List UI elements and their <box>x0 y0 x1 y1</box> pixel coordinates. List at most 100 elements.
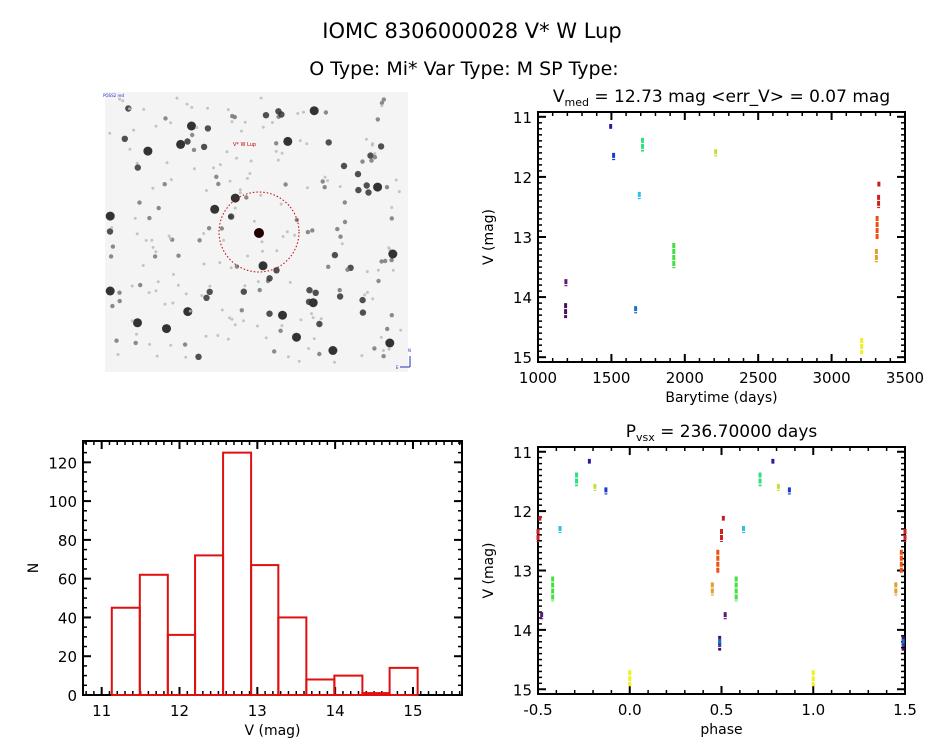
star <box>167 234 171 238</box>
histogram-bar <box>138 573 169 696</box>
x-axis-label: Barytime (days) <box>665 390 777 406</box>
star <box>187 121 196 131</box>
star <box>151 245 155 249</box>
star <box>202 232 206 235</box>
sky-image: V* W Lup POSS2 red N E <box>103 92 411 372</box>
star <box>342 200 347 205</box>
star <box>110 244 116 249</box>
histogram-bar <box>361 692 391 697</box>
star <box>249 159 253 163</box>
star <box>185 102 189 106</box>
star <box>200 294 204 297</box>
y-tick-label: 40 <box>58 609 77 627</box>
star <box>206 106 210 110</box>
x-tick-label: 1000 <box>519 369 557 387</box>
plot-title: Pvsx = 236.70000 days <box>626 422 818 444</box>
x-tick-label: -0.5 <box>523 701 552 719</box>
star <box>219 226 224 231</box>
star <box>230 193 240 203</box>
star <box>182 342 188 347</box>
star <box>195 353 202 360</box>
star <box>331 251 339 259</box>
histogram-bar <box>110 606 141 697</box>
star <box>257 287 262 293</box>
plot-frame <box>537 111 906 363</box>
star <box>105 286 115 296</box>
star <box>226 337 230 341</box>
star <box>283 136 293 146</box>
star <box>105 211 115 221</box>
star <box>359 309 367 316</box>
star <box>385 338 395 348</box>
star <box>204 334 208 338</box>
y-tick-label: 14 <box>513 622 532 640</box>
star <box>172 272 175 276</box>
star <box>388 249 398 259</box>
star <box>184 292 188 296</box>
star <box>379 259 384 264</box>
star <box>364 137 368 141</box>
plot-title: Vmed = 12.73 mag <err_V> = 0.07 mag <box>553 87 890 109</box>
star <box>200 143 208 151</box>
star <box>306 287 313 294</box>
star <box>137 200 142 205</box>
star <box>108 131 112 135</box>
star <box>226 108 230 112</box>
star <box>188 309 192 313</box>
star <box>387 347 391 351</box>
star <box>227 213 235 220</box>
survey-label: POSS2 red <box>103 93 124 98</box>
star <box>375 117 380 122</box>
star <box>184 355 188 359</box>
x-tick-label: 0.0 <box>618 701 642 719</box>
star <box>148 342 152 346</box>
star <box>305 298 313 305</box>
star <box>133 340 138 346</box>
x-tick-label: 2000 <box>666 369 704 387</box>
star <box>390 206 394 209</box>
star <box>147 215 152 221</box>
star <box>204 189 208 192</box>
star <box>261 125 265 129</box>
star <box>176 253 181 258</box>
star <box>230 113 235 119</box>
star <box>389 313 394 318</box>
y-axis-label: N <box>26 563 42 573</box>
star <box>239 129 243 133</box>
star <box>262 112 270 119</box>
star <box>235 156 238 160</box>
star <box>154 250 158 254</box>
star <box>169 237 172 240</box>
star <box>365 270 369 274</box>
star <box>323 110 329 115</box>
star <box>220 308 224 312</box>
star <box>373 152 377 156</box>
star <box>389 216 394 221</box>
star <box>256 280 260 284</box>
star <box>336 293 344 300</box>
star <box>381 349 385 352</box>
star <box>312 337 316 341</box>
x-tick-label: 11 <box>92 702 111 720</box>
star <box>233 206 237 210</box>
star <box>138 282 143 288</box>
star <box>156 280 160 284</box>
star <box>108 254 114 259</box>
star <box>258 261 268 271</box>
star <box>144 239 148 242</box>
star <box>310 312 313 316</box>
star <box>326 179 330 183</box>
histogram-bar <box>250 564 280 697</box>
x-tick-label: 1.5 <box>893 701 917 719</box>
star <box>163 302 167 306</box>
star <box>135 232 139 236</box>
star <box>360 354 364 358</box>
star <box>216 181 221 187</box>
histogram-bar <box>388 666 419 697</box>
star <box>394 178 398 182</box>
star <box>206 288 213 295</box>
star <box>176 283 180 287</box>
x-axis-label: V (mag) <box>244 723 300 739</box>
star <box>312 289 319 296</box>
star <box>243 120 247 124</box>
